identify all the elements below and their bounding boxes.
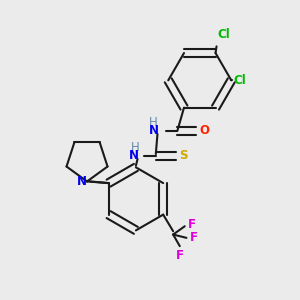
Text: H: H: [130, 141, 139, 154]
Text: O: O: [199, 124, 209, 137]
Text: F: F: [188, 218, 196, 231]
Text: S: S: [179, 149, 188, 162]
Text: Cl: Cl: [233, 74, 246, 87]
Text: N: N: [149, 124, 159, 137]
Text: H: H: [149, 116, 158, 129]
Text: N: N: [77, 175, 87, 188]
Text: F: F: [176, 250, 184, 262]
Text: N: N: [129, 149, 139, 162]
Text: Cl: Cl: [217, 28, 230, 41]
Text: F: F: [190, 231, 198, 244]
